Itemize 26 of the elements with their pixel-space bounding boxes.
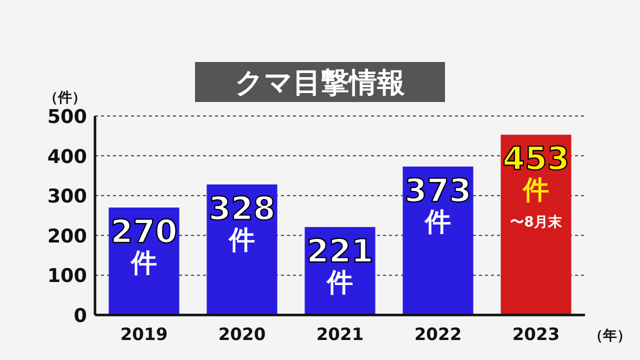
annotation: 件 <box>326 268 353 298</box>
x-tick-label: 2021 <box>316 325 364 345</box>
data-label: 221 <box>306 232 374 270</box>
annotation: 件 <box>228 225 255 256</box>
x-axis-title: （年） <box>589 328 631 344</box>
y-tick-label: 500 <box>47 106 87 128</box>
x-tick-label: 2019 <box>120 325 168 345</box>
data-label: 373 <box>404 172 472 210</box>
data-label: 328 <box>208 189 276 228</box>
annotation: 〜8月末 <box>510 214 563 231</box>
annotation: 件 <box>424 208 451 238</box>
chart-title: クマ目撃情報 <box>235 66 405 99</box>
data-label: 270 <box>110 212 178 251</box>
y-tick-label: 100 <box>47 265 87 288</box>
x-tick-label: 2020 <box>218 325 266 345</box>
x-tick-label: 2022 <box>414 325 462 345</box>
title: クマ目撃情報 <box>195 62 445 102</box>
y-tick-label: 400 <box>47 146 87 168</box>
annotation: 件 <box>522 176 549 206</box>
annotation: 件 <box>130 248 157 279</box>
y-tick-label: 200 <box>47 225 87 248</box>
y-tick-label: 0 <box>74 305 87 327</box>
y-axis-title: （件） <box>44 90 86 106</box>
data-label: 453 <box>502 140 570 178</box>
y-tick-label: 300 <box>47 186 87 208</box>
x-tick-label: 2023 <box>512 325 560 345</box>
